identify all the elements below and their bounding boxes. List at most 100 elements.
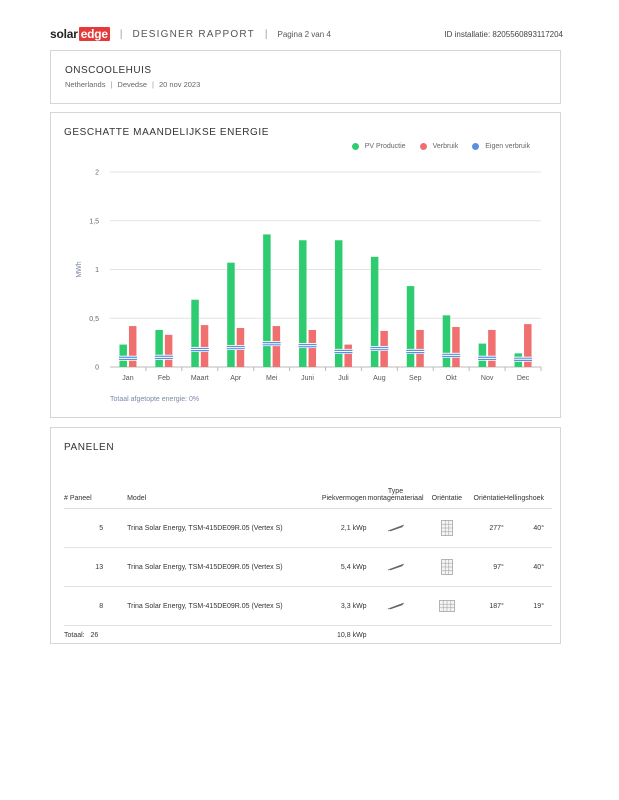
col-tilt: Hellingshoek (503, 468, 552, 509)
energy-bar-chart: 0 0,5 1 1,5 2 MWh Jan Feb Maart Apr Mei Juni Juli Aug… (76, 170, 542, 382)
bar-pv-okt (442, 315, 451, 367)
site-country: Netherlands (65, 80, 106, 89)
x-tick-label: Jan (122, 375, 133, 382)
report-title: DESIGNER RAPPORT (132, 28, 255, 40)
y-tick-label: 1,5 (89, 218, 99, 225)
page-number: Pagina 2 van 4 (277, 29, 331, 39)
clipped-energy-note: Totaal afgetopte energie: 0% (110, 396, 200, 403)
cell-num: 5 (64, 508, 110, 548)
landscape-orientation-icon (424, 586, 470, 626)
self-consumption-bg (154, 354, 173, 360)
cell-peak: 2,1 kWp (305, 508, 367, 548)
bar-pv-apr (227, 262, 235, 367)
y-tick-label: 2 (95, 170, 99, 177)
total-label: Totaal: (64, 632, 85, 639)
self-consumption-bg (226, 345, 245, 350)
panels-title: PANELEN (64, 442, 115, 453)
cell-model: Trina Solar Energy, TSM-415DE09R.05 (Ver… (109, 547, 306, 587)
legend-consumption: Verbruik (419, 143, 458, 150)
legend-self-consumption: Eigen verbruik (472, 143, 530, 150)
x-tick-label: Juni (301, 375, 314, 382)
x-tick-label: Juli (338, 375, 349, 382)
energy-card: GESCHATTE MAANDELIJKSE ENERGIE PV Produc… (50, 112, 561, 418)
total-peak: 10,8 kWp (337, 632, 367, 639)
bar-pv-sep (406, 286, 415, 367)
x-tick-label: Maart (191, 375, 209, 382)
self-consumption-bg (190, 346, 209, 352)
cell-peak: 5,4 kWp (305, 547, 367, 587)
table-row: 5 Trina Solar Energy, TSM-415DE09R.05 (V… (64, 508, 552, 548)
bar-consumption-nov (488, 329, 496, 367)
cell-num: 8 (64, 586, 110, 626)
x-tick-label: Mei (266, 375, 278, 382)
racking-icon (366, 547, 425, 587)
report-header: solar edge | DESIGNER RAPPORT | Pagina 2 … (50, 26, 563, 42)
self-consumption-bg (298, 343, 317, 349)
x-tick-label: Dec (517, 375, 530, 382)
table-row: 13 Trina Solar Energy, TSM-415DE09R.05 (… (64, 547, 552, 587)
self-consumption-bg (334, 348, 353, 354)
cell-tilt: 40° (503, 547, 552, 587)
site-date: 20 nov 2023 (158, 80, 201, 89)
total-row: Totaal: 26 10,8 kWp (64, 626, 552, 659)
y-tick-label: 0,5 (89, 316, 99, 323)
header-separator: | (119, 28, 123, 40)
site-name: ONSCOOLEHUIS (65, 65, 152, 76)
panels-table: # Paneel Model Piekvermogen Type montagem… (64, 468, 552, 658)
cell-peak: 3,3 kWp (305, 586, 367, 626)
bar-pv-maart (191, 299, 199, 367)
bar-pv-aug (370, 256, 379, 367)
col-type: Type montagemateriaal (366, 468, 425, 509)
bar-pv-juli (334, 240, 343, 367)
self-consumption-bg (118, 355, 137, 361)
site-meta: Netherlands | Devedse | 20 nov 2023 (65, 80, 201, 89)
cell-model: Trina Solar Energy, TSM-415DE09R.05 (Ver… (109, 586, 306, 626)
cell-azimuth: 277° (469, 508, 504, 548)
bar-consumption-feb (164, 334, 173, 367)
installation-id: ID installatie: 8205560893117204 (444, 29, 563, 39)
col-peak: Piekvermogen (305, 468, 367, 509)
bar-pv-juni (299, 240, 307, 367)
table-row: 8 Trina Solar Energy, TSM-415DE09R.05 (V… (64, 586, 552, 626)
col-azimuth: Oriëntatie (469, 468, 504, 509)
bar-consumption-dec (524, 324, 532, 367)
bar-consumption-jan (128, 326, 137, 367)
col-num: # Paneel (64, 468, 110, 509)
y-tick-label: 1 (95, 267, 99, 274)
bar-pv-nov (478, 343, 487, 367)
self-consumption-bg (478, 355, 497, 361)
col-orientation: Oriëntatie (424, 468, 470, 509)
solaredge-logo: solar edge (50, 27, 110, 41)
cell-tilt: 19° (503, 586, 552, 626)
bar-pv-feb (155, 329, 163, 367)
panels-header-row: # Paneel Model Piekvermogen Type montagem… (64, 468, 552, 509)
y-axis-label: MWh (76, 261, 83, 277)
bar-consumption-sep (416, 329, 424, 367)
site-card: ONSCOOLEHUIS Netherlands | Devedse | 20 nov … (50, 50, 561, 104)
panels-card: PANELEN # Paneel Model Piekvermogen Type… (50, 427, 561, 644)
total-count: 26 (90, 632, 99, 639)
self-consumption-bg (406, 348, 425, 354)
col-model: Model (109, 468, 306, 509)
site-city: Devedse (117, 80, 148, 89)
cell-num: 13 (64, 547, 110, 587)
self-consumption-bg (442, 352, 461, 358)
cell-azimuth: 97° (469, 547, 504, 587)
cell-azimuth: 187° (469, 586, 504, 626)
x-tick-label: Aug (373, 375, 386, 382)
cell-tilt: 40° (503, 508, 552, 548)
racking-icon (366, 508, 425, 548)
y-tick-label: 0 (95, 365, 99, 372)
self-consumption-bg (514, 356, 533, 362)
bar-pv-mei (263, 234, 271, 367)
bar-consumption-maart (200, 325, 209, 367)
legend-pv: PV Productie (351, 143, 406, 150)
chart-legend: PV Productie Verbruik Eigen verbruik (338, 143, 530, 150)
x-tick-label: Nov (481, 375, 494, 382)
x-tick-label: Okt (446, 375, 457, 382)
bar-consumption-okt (452, 327, 460, 367)
energy-title: GESCHATTE MAANDELIJKSE ENERGIE (64, 127, 270, 138)
portrait-orientation-icon (424, 547, 470, 587)
bar-consumption-juli (344, 344, 352, 367)
x-tick-label: Sep (409, 375, 422, 382)
